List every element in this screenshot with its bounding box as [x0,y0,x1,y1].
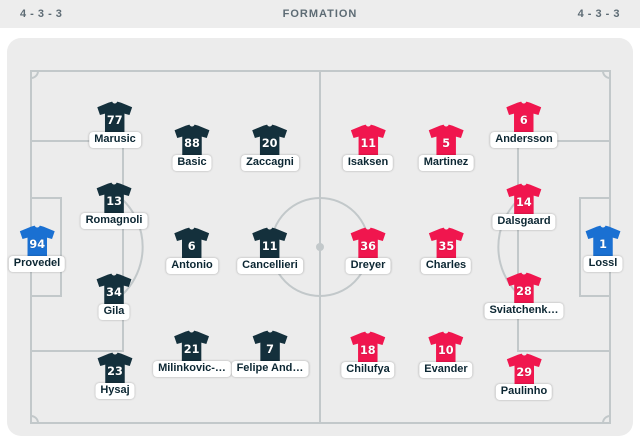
player-number: 6 [520,114,528,127]
player-isaksen[interactable]: 11 Isaksen [342,124,394,171]
home-formation-label: 4 - 3 - 3 [20,8,63,20]
player-evander[interactable]: 10 Evander [419,331,473,378]
player-number: 94 [29,238,45,251]
section-title: FORMATION [282,8,358,20]
corner-arc [602,70,611,79]
player-name-label: Dalsgaard [492,214,556,230]
player-name-label: Romagnoli [80,213,148,229]
player-name-label: Isaksen [342,155,394,171]
player-name-label: Cancellieri [237,258,303,274]
player-number: 36 [360,240,376,253]
jersey-icon: 77 [97,101,133,135]
jersey-icon: 11 [252,227,288,261]
jersey-icon: 23 [97,352,133,386]
player-chilufya[interactable]: 18 Chilufya [341,331,395,378]
jersey-icon: 94 [19,225,55,259]
player-number: 77 [107,114,123,127]
player-number: 7 [266,343,274,356]
player-number: 11 [360,137,376,150]
player-provedel[interactable]: 94 Provedel [8,225,66,272]
jersey-icon: 1 [585,225,621,259]
jersey-icon: 7 [252,330,288,364]
player-number: 6 [188,240,196,253]
player-number: 13 [106,195,122,208]
player-name-label: Lossl [583,256,623,272]
jersey-icon: 11 [350,124,386,158]
player-name-label: Gila [98,304,130,320]
jersey-icon: 6 [506,101,542,135]
player-name-label: Charles [420,258,472,274]
jersey-icon: 35 [428,227,464,261]
player-number: 35 [438,240,454,253]
player-number: 20 [262,137,278,150]
pitch: 94 Provedel 77 Marusic 13 Romagnoli 34 Gila 23 Hy… [7,38,633,436]
player-antonio[interactable]: 6 Antonio [166,227,218,274]
player-andersson[interactable]: 6 Andersson [490,101,558,148]
player-hysaj[interactable]: 23 Hysaj [95,352,136,399]
player-charles[interactable]: 35 Charles [420,227,472,274]
player-name-label: Zaccagni [241,155,299,171]
player-cancellieri[interactable]: 11 Cancellieri [237,227,303,274]
player-number: 1 [599,238,607,251]
center-spot [316,243,324,251]
player-name-label: Martinez [418,155,474,171]
player-number: 28 [516,285,532,298]
player-number: 88 [184,137,200,150]
jersey-icon: 34 [96,273,132,307]
jersey-icon: 14 [506,183,542,217]
player-name-label: Chilufya [341,362,395,378]
away-formation-label: 4 - 3 - 3 [577,8,620,20]
player-number: 10 [438,344,454,357]
jersey-icon: 6 [174,227,210,261]
jersey-icon: 5 [428,124,464,158]
jersey-icon: 13 [96,182,132,216]
player-sviatchenk[interactable]: 28 Sviatchenk… [484,272,564,319]
player-zaccagni[interactable]: 20 Zaccagni [241,124,299,171]
player-number: 23 [107,365,123,378]
player-dreyer[interactable]: 36 Dreyer [345,227,391,274]
player-name-label: Felipe And… [231,361,309,377]
player-milinkovic[interactable]: 21 Milinkovic-… [153,330,231,377]
player-paulinho[interactable]: 29 Paulinho [495,353,553,400]
player-lossl[interactable]: 1 Lossl [583,225,624,272]
jersey-icon: 29 [506,353,542,387]
player-name-label: Provedel [8,256,66,272]
player-name-label: Marusic [89,132,141,148]
player-romagnoli[interactable]: 13 Romagnoli [80,182,148,229]
player-number: 29 [516,366,532,379]
corner-arc [30,415,39,424]
formation-header: 4 - 3 - 3 FORMATION 4 - 3 - 3 [0,0,640,28]
player-marusic[interactable]: 77 Marusic [89,101,141,148]
player-number: 5 [442,137,450,150]
player-dalsgaard[interactable]: 14 Dalsgaard [492,183,556,230]
player-name-label: Paulinho [495,384,553,400]
jersey-icon: 88 [174,124,210,158]
player-basic[interactable]: 88 Basic [172,124,213,171]
player-number: 34 [106,286,122,299]
player-number: 21 [184,343,200,356]
player-name-label: Sviatchenk… [484,303,564,319]
player-name-label: Dreyer [345,258,391,274]
player-name-label: Andersson [490,132,558,148]
jersey-icon: 10 [428,331,464,365]
player-felipe-and[interactable]: 7 Felipe And… [231,330,309,377]
left-penalty-arc [122,199,144,295]
jersey-icon: 20 [252,124,288,158]
jersey-icon: 28 [506,272,542,306]
player-number: 14 [516,196,532,209]
player-name-label: Antonio [166,258,218,274]
corner-arc [30,70,39,79]
corner-arc [602,415,611,424]
player-name-label: Basic [172,155,212,171]
player-name-label: Milinkovic-… [153,361,231,377]
player-name-label: Hysaj [95,383,135,399]
player-martinez[interactable]: 5 Martinez [418,124,474,171]
jersey-icon: 21 [174,330,210,364]
jersey-icon: 18 [350,331,386,365]
player-gila[interactable]: 34 Gila [94,273,135,320]
player-number: 11 [262,240,278,253]
jersey-icon: 36 [350,227,386,261]
player-number: 18 [360,344,376,357]
player-name-label: Evander [419,362,473,378]
